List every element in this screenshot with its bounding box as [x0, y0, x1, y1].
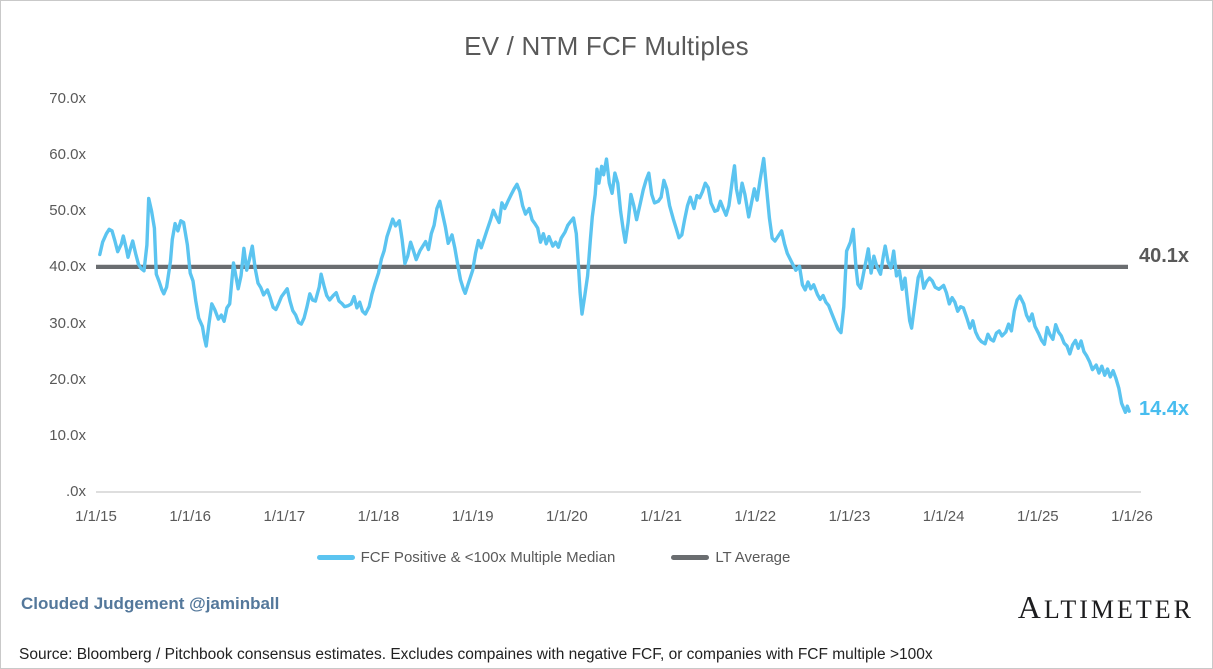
x-tick-label: 1/1/19: [451, 508, 494, 525]
y-tick-label: 40.0x: [49, 258, 86, 276]
x-tick-label: 1/1/21: [640, 508, 682, 525]
legend: FCF Positive & <100x Multiple Median LT A…: [1, 549, 1106, 566]
x-tick-label: 1/1/25: [1016, 508, 1059, 525]
altimeter-logo: ALTIMETER: [1017, 589, 1194, 625]
x-tick-label: 1/1/24: [922, 508, 965, 525]
x-tick-label: 1/1/18: [357, 508, 400, 525]
legend-label: FCF Positive & <100x Multiple Median: [360, 549, 616, 566]
lt-average-value-label: 40.1x: [1139, 245, 1190, 267]
y-tick-label: 30.0x: [49, 314, 86, 332]
x-tick-label: 1/1/22: [734, 508, 777, 525]
x-tick-label: 1/1/16: [169, 508, 212, 525]
x-tick-label: 1/1/20: [546, 508, 588, 525]
y-tick-label: 60.0x: [49, 146, 86, 164]
author-handle: Clouded Judgement @jaminball: [21, 594, 280, 613]
x-tick-label: 1/1/15: [75, 508, 117, 525]
y-tick-label: 50.0x: [49, 202, 86, 220]
legend-label: LT Average: [715, 549, 791, 566]
y-tick-label: 20.0x: [49, 370, 86, 388]
y-tick-label: 10.0x: [49, 426, 86, 444]
legend-swatch: [671, 555, 710, 560]
last-value-label: 14.4x: [1139, 398, 1190, 420]
y-tick-label: 70.0x: [49, 90, 86, 107]
fcf-median-series-line: [98, 156, 1131, 414]
chart-title: EV / NTM FCF Multiples: [464, 31, 749, 61]
x-tick-label: 1/1/23: [828, 508, 871, 525]
x-tick-label: 1/1/26: [1111, 508, 1153, 525]
source-note: Source: Bloomberg / Pitchbook consensus …: [19, 646, 933, 663]
y-tick-label: .0x: [65, 483, 86, 500]
legend-swatch: [316, 555, 355, 560]
x-tick-label: 1/1/17: [263, 508, 306, 525]
legend-item: LT Average: [671, 549, 790, 566]
legend-item: FCF Positive & <100x Multiple Median: [316, 549, 616, 566]
